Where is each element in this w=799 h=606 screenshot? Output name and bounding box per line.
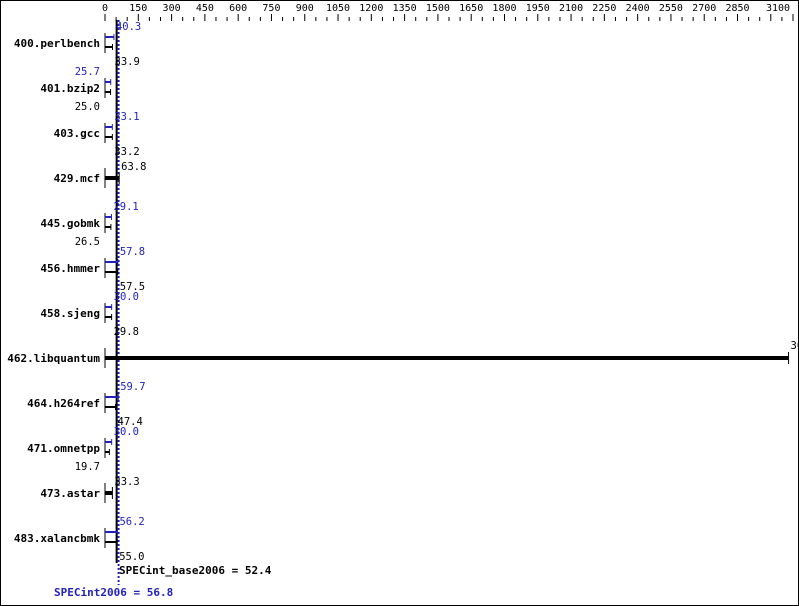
peak-value-label: 33.1	[114, 111, 139, 123]
base-value-label: 55.0	[119, 551, 144, 563]
x-tick-label: 1350	[393, 3, 417, 14]
x-tick-label: 450	[196, 3, 214, 14]
peak-value-label: 59.7	[120, 381, 145, 393]
peak-summary: SPECint2006 = 56.8	[54, 586, 173, 599]
base-value-label: 57.5	[120, 281, 145, 293]
x-tick-label: 1800	[492, 3, 516, 14]
x-tick-label: 2400	[626, 3, 650, 14]
x-tick-label: 1050	[326, 3, 350, 14]
x-tick-label: 1500	[426, 3, 450, 14]
peak-value-label: 56.2	[119, 516, 144, 528]
peak-value-label: 40.3	[116, 21, 141, 33]
x-tick-label: 150	[129, 3, 147, 14]
base-value-label: 26.5	[75, 236, 100, 248]
peak-value-label: 30.0	[114, 291, 139, 303]
benchmark-label: 429.mcf	[54, 172, 100, 185]
benchmark-label: 456.hmmer	[40, 262, 100, 275]
x-tick-label: 1950	[526, 3, 550, 14]
base-value-label: 63.8	[121, 161, 146, 173]
benchmark-label: 473.astar	[40, 487, 100, 500]
base-value-label: 33.9	[115, 56, 140, 68]
x-tick-label: 300	[163, 3, 181, 14]
x-tick-label: 600	[229, 3, 247, 14]
x-tick-label: 2700	[692, 3, 716, 14]
x-tick-label: 3100	[766, 3, 790, 14]
x-tick-label: 0	[102, 3, 108, 14]
x-tick-label: 2250	[592, 3, 616, 14]
base-value-label: 25.0	[75, 101, 100, 113]
x-tick-label: 900	[296, 3, 314, 14]
benchmark-label: 464.h264ref	[27, 397, 100, 410]
base-value-label: 47.4	[118, 416, 143, 428]
benchmark-label: 400.perlbench	[14, 37, 100, 50]
benchmark-label: 483.xalancbmk	[14, 532, 100, 545]
x-tick-label: 1650	[459, 3, 483, 14]
x-tick-label: 1200	[359, 3, 383, 14]
base-value-label: 33.3	[114, 476, 139, 488]
base-value-label: 29.8	[114, 326, 139, 338]
base-value-label: 19.7	[75, 461, 100, 473]
benchmark-label: 445.gobmk	[40, 217, 100, 230]
peak-value-label: 29.1	[113, 201, 138, 213]
benchmark-label: 401.bzip2	[40, 82, 100, 95]
x-tick-label: 2100	[559, 3, 583, 14]
peak-value-label: 25.7	[75, 66, 100, 78]
benchmark-label: 471.omnetpp	[27, 442, 100, 455]
x-tick-label: 2550	[659, 3, 683, 14]
peak-value-label: 30.0	[114, 426, 139, 438]
benchmark-label: 403.gcc	[54, 127, 100, 140]
peak-value-label: 57.8	[120, 246, 145, 258]
benchmark-label: 458.sjeng	[40, 307, 100, 320]
base-summary: SPECint_base2006 = 52.4	[119, 564, 272, 577]
base-value-label: 3080	[791, 340, 799, 352]
x-tick-label: 750	[262, 3, 280, 14]
x-tick-label: 2850	[725, 3, 749, 14]
benchmark-label: 462.libquantum	[7, 352, 100, 365]
base-value-label: 33.2	[114, 146, 139, 158]
